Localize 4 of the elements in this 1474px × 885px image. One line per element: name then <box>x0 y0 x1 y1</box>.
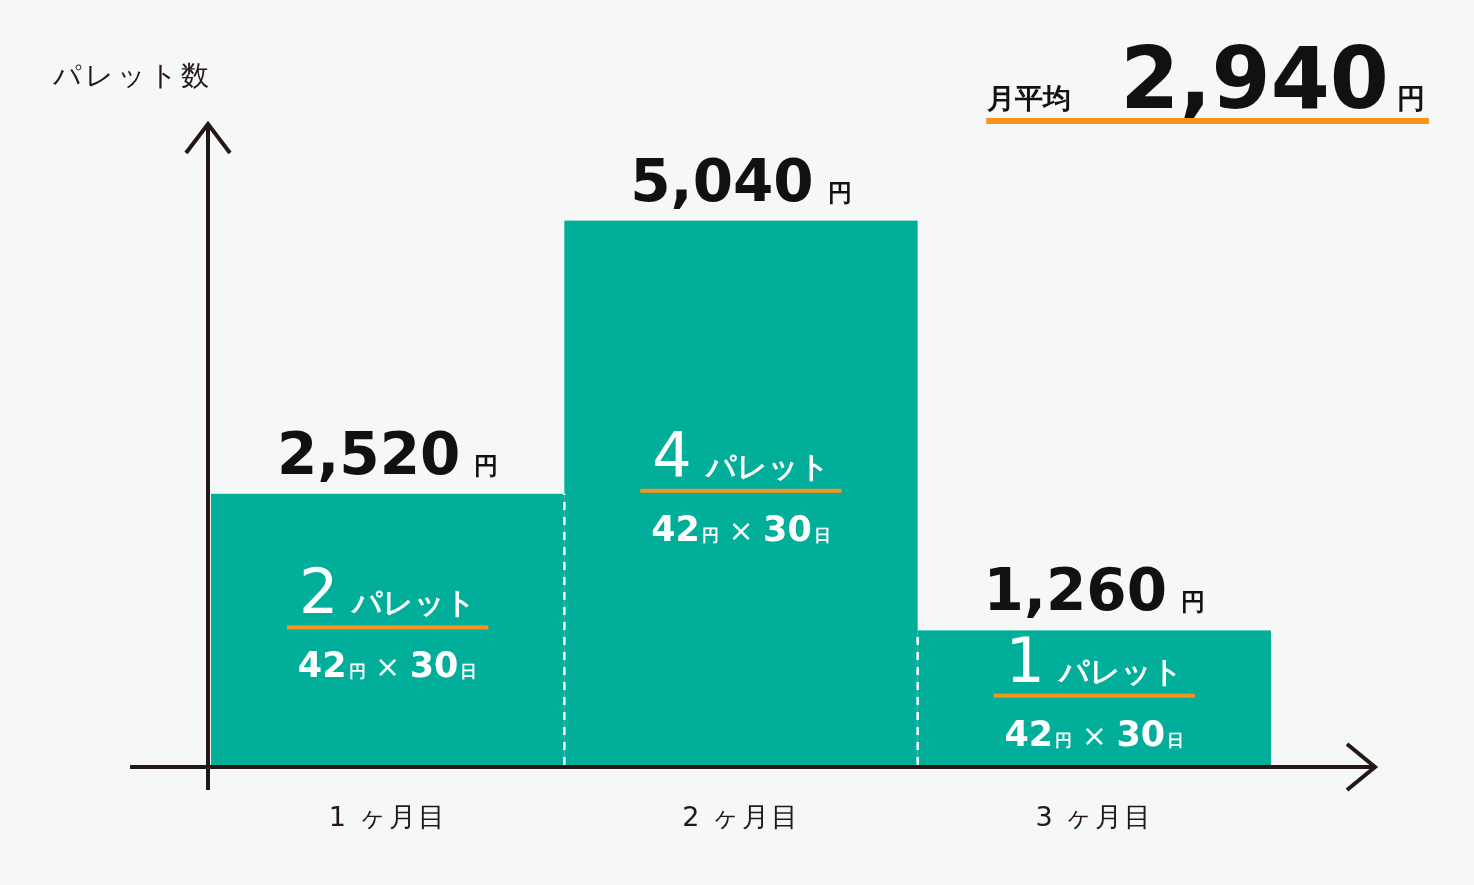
x-tick-label: 3 ヶ月目 <box>1035 801 1154 833</box>
x-tick-label: 2 ヶ月目 <box>682 801 800 833</box>
x-tick-label: 1 ヶ月目 <box>328 801 447 833</box>
y-axis-title: パレット数 <box>52 59 212 92</box>
